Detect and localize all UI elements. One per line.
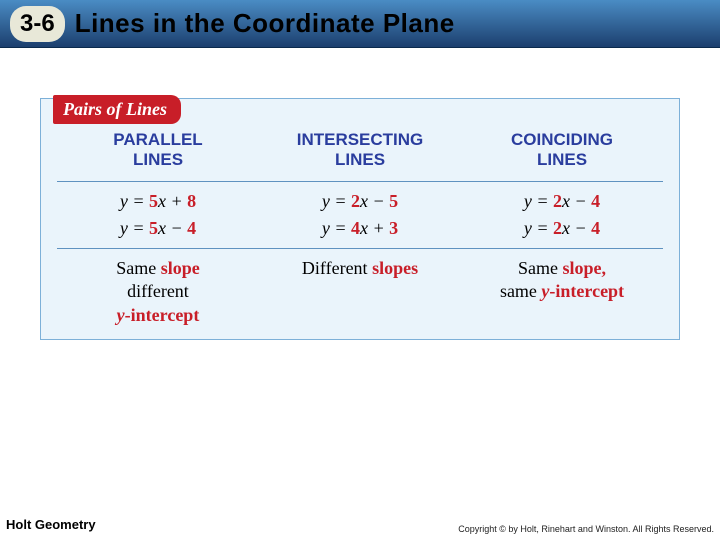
equation-2: y = 4x + 3 [259,215,461,242]
eq-coef: 2 [553,218,562,238]
eq-mid: x − [562,191,591,211]
description: Same slope, same y-intercept [467,249,657,304]
pairs-of-lines-card: Pairs of Lines PARALLEL LINES y = 5x + 8… [40,98,680,340]
header-title: Lines in the Coordinate Plane [75,8,455,39]
card-tab: Pairs of Lines [53,95,181,124]
eq-const: 4 [591,191,600,211]
equation-1: y = 2x − 4 [461,188,663,215]
eq-coef: 2 [351,191,360,211]
eq-mid: x − [158,218,187,238]
title-line2: LINES [133,150,183,169]
eq-const: 8 [187,191,196,211]
eq-pre: y = [120,191,149,211]
desc-text: Different [302,258,372,278]
eq-pre: y = [524,218,553,238]
column-title: PARALLEL LINES [63,130,253,181]
description: Same slope different y-intercept [63,249,253,327]
title-line2: LINES [537,150,587,169]
equation-2: y = 5x − 4 [57,215,259,242]
desc-highlight: -intercept [125,305,200,325]
desc-highlight: slope [161,258,200,278]
equation-block: y = 2x − 4 y = 2x − 4 [461,181,663,249]
desc-highlight-italic: y [117,305,125,325]
column-coinciding: COINCIDING LINES y = 2x − 4 y = 2x − 4 S… [461,130,663,327]
equation-block: y = 2x − 5 y = 4x + 3 [259,181,461,249]
eq-const: 4 [187,218,196,238]
equation-block: y = 5x + 8 y = 5x − 4 [57,181,259,249]
equation-2: y = 2x − 4 [461,215,663,242]
equation-1: y = 2x − 5 [259,188,461,215]
eq-const: 3 [389,218,398,238]
eq-coef: 5 [149,191,158,211]
title-line1: PARALLEL [113,130,202,149]
desc-text: Same [116,258,161,278]
eq-coef: 2 [553,191,562,211]
eq-coef: 5 [149,218,158,238]
desc-highlight: -intercept [549,281,624,301]
title-line2: LINES [335,150,385,169]
eq-mid: x − [562,218,591,238]
desc-highlight: slope, [562,258,606,278]
eq-pre: y = [322,218,351,238]
title-line1: COINCIDING [511,130,613,149]
equation-1: y = 5x + 8 [57,188,259,215]
column-title: INTERSECTING LINES [265,130,455,181]
title-line1: INTERSECTING [297,130,424,149]
content-area: Pairs of Lines PARALLEL LINES y = 5x + 8… [0,48,720,340]
eq-mid: x − [360,191,389,211]
eq-pre: y = [322,191,351,211]
footer-right: Copyright © by Holt, Rinehart and Winsto… [458,524,714,534]
desc-text: different [127,281,189,301]
header-bar: 3-6 Lines in the Coordinate Plane [0,0,720,48]
desc-text: Same [518,258,563,278]
description: Different slopes [265,249,455,280]
desc-text: same [500,281,541,301]
eq-pre: y = [524,191,553,211]
section-pill: 3-6 [10,6,65,42]
desc-highlight: slopes [372,258,418,278]
eq-const: 4 [591,218,600,238]
eq-pre: y = [120,218,149,238]
column-intersecting: INTERSECTING LINES y = 2x − 5 y = 4x + 3… [259,130,461,327]
column-title: COINCIDING LINES [467,130,657,181]
column-parallel: PARALLEL LINES y = 5x + 8 y = 5x − 4 Sam… [57,130,259,327]
eq-coef: 4 [351,218,360,238]
columns-container: PARALLEL LINES y = 5x + 8 y = 5x − 4 Sam… [57,130,663,327]
eq-mid: x + [360,218,389,238]
footer-left: Holt Geometry [6,517,96,532]
eq-const: 5 [389,191,398,211]
eq-mid: x + [158,191,187,211]
